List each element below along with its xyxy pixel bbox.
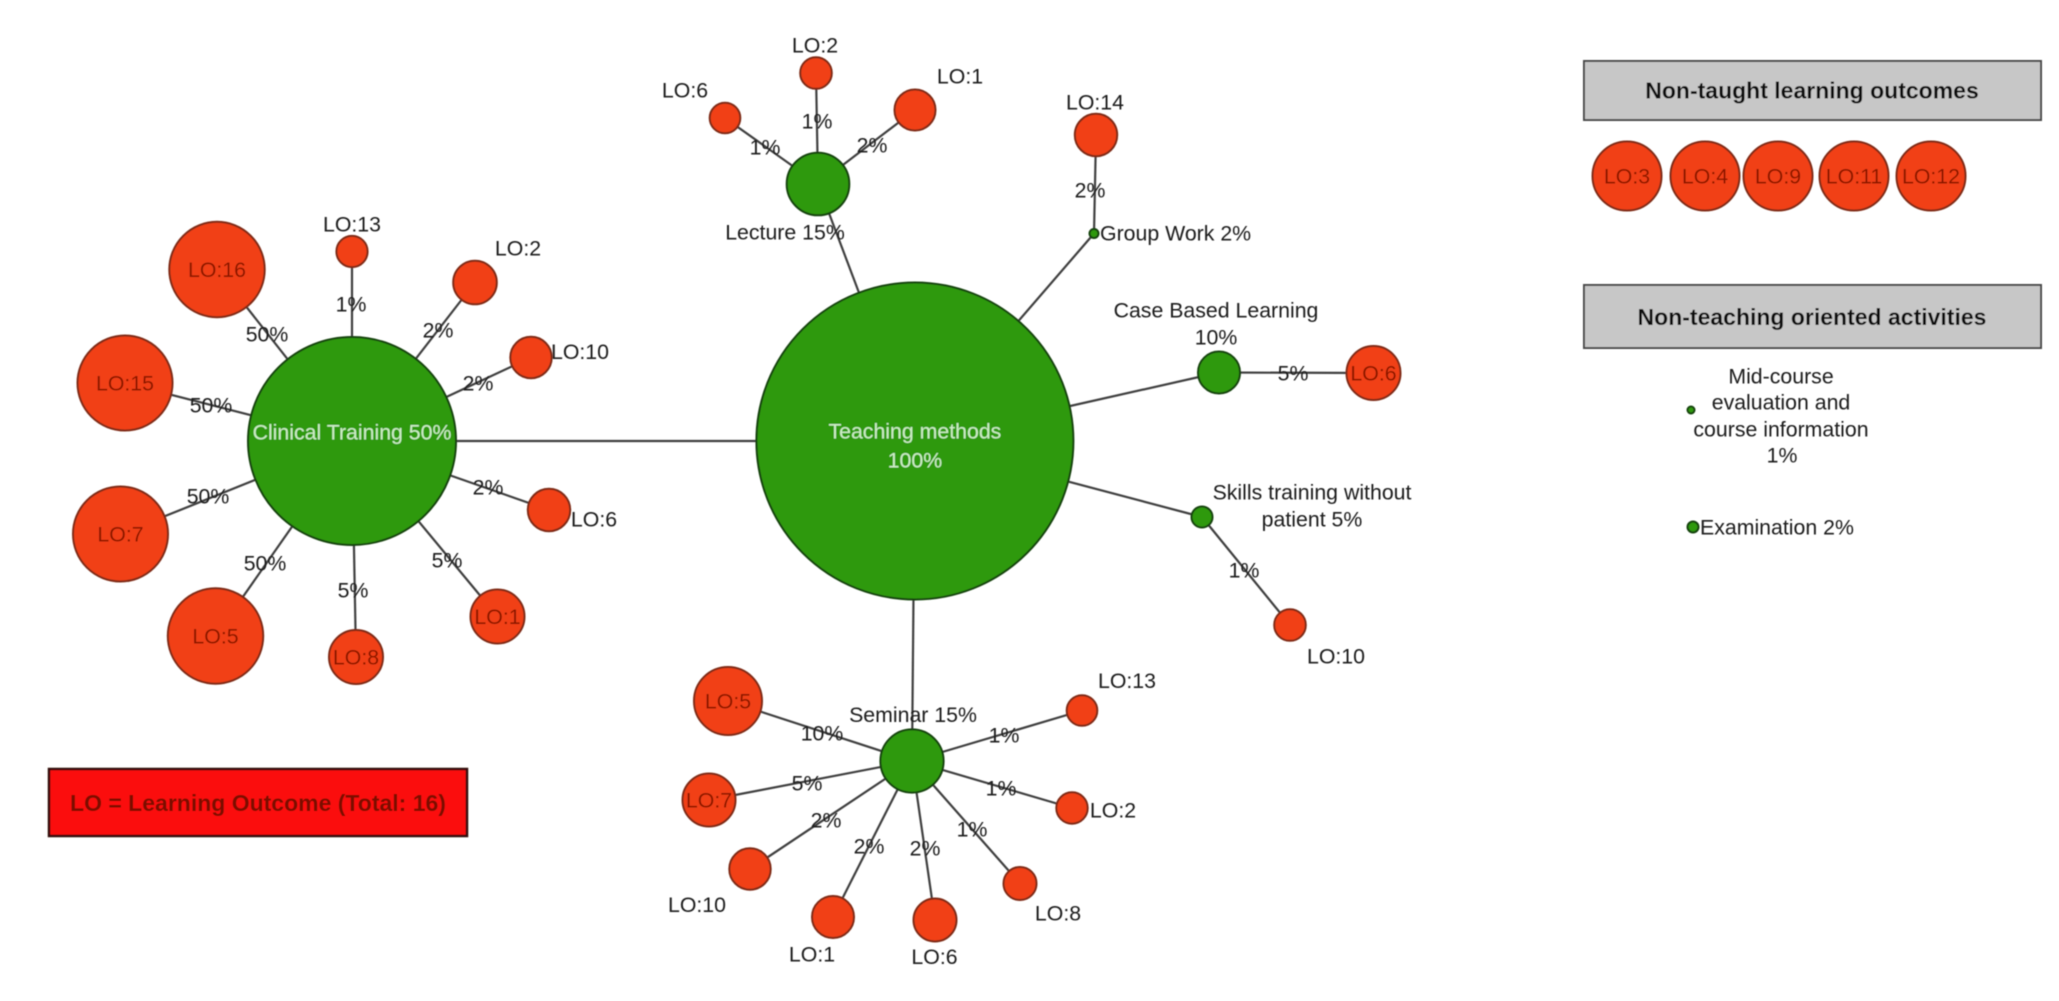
svg-text:course information: course information: [1693, 418, 1868, 442]
svg-text:LO:5: LO:5: [705, 690, 751, 714]
svg-text:50%: 50%: [187, 485, 230, 509]
svg-text:LO:2: LO:2: [1090, 799, 1136, 823]
svg-text:2%: 2%: [1075, 179, 1106, 203]
svg-text:LO:1: LO:1: [937, 65, 983, 89]
svg-text:1%: 1%: [1229, 559, 1260, 583]
svg-text:5%: 5%: [432, 549, 463, 573]
svg-text:10%: 10%: [801, 722, 844, 746]
svg-text:2%: 2%: [423, 319, 454, 343]
svg-text:Clinical Training 50%: Clinical Training 50%: [253, 421, 452, 445]
svg-text:LO:2: LO:2: [792, 34, 838, 58]
svg-text:2%: 2%: [463, 372, 494, 396]
svg-text:50%: 50%: [244, 552, 287, 576]
svg-text:Examination 2%: Examination 2%: [1700, 516, 1854, 540]
svg-text:1%: 1%: [989, 724, 1020, 748]
svg-text:LO:14: LO:14: [1066, 91, 1124, 115]
svg-text:evaluation and: evaluation and: [1712, 391, 1851, 415]
svg-text:Teaching methods: Teaching methods: [828, 420, 1001, 444]
svg-text:50%: 50%: [190, 394, 233, 418]
svg-text:LO:8: LO:8: [1035, 902, 1081, 926]
svg-text:LO:3: LO:3: [1604, 165, 1650, 189]
svg-text:2%: 2%: [857, 134, 888, 158]
svg-text:LO:7: LO:7: [97, 523, 143, 547]
svg-text:Lecture 15%: Lecture 15%: [725, 221, 845, 245]
svg-text:Non-taught learning outcomes: Non-taught learning outcomes: [1645, 78, 1979, 104]
svg-text:patient 5%: patient 5%: [1262, 508, 1363, 532]
svg-text:5%: 5%: [338, 579, 369, 603]
svg-text:2%: 2%: [854, 835, 885, 859]
svg-text:Skills training without: Skills training without: [1213, 481, 1412, 505]
svg-text:LO:8: LO:8: [333, 646, 379, 670]
svg-text:LO:6: LO:6: [662, 79, 708, 103]
svg-text:LO:11: LO:11: [1826, 165, 1882, 189]
svg-text:LO:10: LO:10: [1307, 645, 1365, 669]
svg-text:LO:13: LO:13: [1098, 669, 1156, 693]
svg-text:Non-teaching oriented activiti: Non-teaching oriented activities: [1638, 304, 1987, 330]
svg-text:LO:6: LO:6: [1350, 362, 1396, 386]
svg-text:2%: 2%: [910, 837, 941, 861]
svg-text:LO:15: LO:15: [96, 372, 154, 396]
svg-text:5%: 5%: [1278, 362, 1309, 386]
svg-text:100%: 100%: [888, 449, 943, 473]
svg-text:LO:5: LO:5: [192, 625, 238, 649]
svg-text:LO:9: LO:9: [1755, 165, 1801, 189]
svg-text:1%: 1%: [336, 293, 367, 317]
svg-text:LO:10: LO:10: [551, 340, 609, 364]
svg-text:50%: 50%: [246, 323, 289, 347]
svg-text:LO:12: LO:12: [1902, 165, 1960, 189]
svg-text:LO:6: LO:6: [571, 508, 617, 532]
svg-text:LO:16: LO:16: [188, 258, 246, 282]
svg-text:LO:6: LO:6: [911, 945, 957, 969]
svg-text:1%: 1%: [957, 818, 988, 842]
svg-text:1%: 1%: [802, 110, 833, 134]
svg-text:LO:7: LO:7: [686, 789, 732, 813]
svg-text:Case Based Learning: Case Based Learning: [1114, 299, 1319, 323]
svg-text:LO:10: LO:10: [668, 893, 726, 917]
svg-text:Seminar 15%: Seminar 15%: [849, 703, 977, 727]
svg-text:2%: 2%: [811, 809, 842, 833]
svg-text:2%: 2%: [473, 476, 504, 500]
svg-text:5%: 5%: [792, 772, 823, 796]
svg-text:LO:1: LO:1: [789, 943, 835, 967]
svg-text:LO:1: LO:1: [474, 605, 520, 629]
svg-text:1%: 1%: [986, 777, 1017, 801]
svg-text:Mid-course: Mid-course: [1728, 365, 1833, 389]
svg-text:1%: 1%: [750, 136, 781, 160]
svg-text:LO:13: LO:13: [323, 213, 381, 237]
svg-text:LO:4: LO:4: [1682, 165, 1728, 189]
svg-text:10%: 10%: [1195, 326, 1238, 350]
svg-text:LO:2: LO:2: [495, 237, 541, 261]
svg-text:Group Work 2%: Group Work 2%: [1100, 222, 1251, 246]
svg-text:1%: 1%: [1767, 444, 1798, 468]
svg-text:LO = Learning Outcome (Total:: LO = Learning Outcome (Total: 16): [70, 790, 446, 816]
